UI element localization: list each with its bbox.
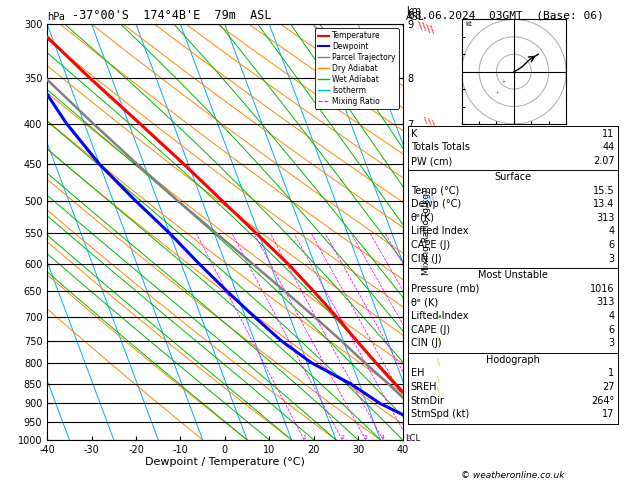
Text: -37°00'S  174°4B'E  79m  ASL: -37°00'S 174°4B'E 79m ASL [72, 9, 272, 22]
Text: Totals Totals: Totals Totals [411, 142, 470, 153]
Text: /: / [436, 387, 443, 396]
Text: 25: 25 [408, 273, 415, 278]
Text: /: / [423, 116, 430, 125]
Text: km: km [406, 5, 421, 16]
Text: CIN (J): CIN (J) [411, 338, 442, 348]
Text: /: / [426, 118, 434, 127]
Text: 15.5: 15.5 [593, 186, 615, 196]
Text: /: / [430, 196, 438, 205]
Text: /: / [423, 193, 430, 202]
Text: 1: 1 [608, 368, 615, 379]
Text: •: • [436, 312, 442, 322]
Text: K: K [411, 129, 417, 139]
Text: 1: 1 [303, 435, 306, 440]
Text: 4: 4 [381, 435, 385, 440]
Text: Lifted Index: Lifted Index [411, 311, 468, 321]
Text: 08.06.2024  03GMT  (Base: 06): 08.06.2024 03GMT (Base: 06) [408, 11, 603, 21]
Text: Mixing Ratio (g/kg): Mixing Ratio (g/kg) [422, 189, 431, 275]
Text: 17: 17 [602, 409, 615, 419]
Text: CIN (J): CIN (J) [411, 254, 442, 264]
Text: 11: 11 [603, 129, 615, 139]
Text: /: / [428, 25, 437, 35]
Text: 8: 8 [408, 404, 412, 410]
Text: 27: 27 [602, 382, 615, 392]
Text: 20: 20 [406, 297, 414, 303]
Text: 2.07: 2.07 [593, 156, 615, 166]
Text: 3: 3 [608, 254, 615, 264]
Text: +: + [501, 79, 506, 85]
Text: 264°: 264° [591, 396, 615, 406]
Text: 3: 3 [608, 338, 615, 348]
Text: /: / [421, 22, 430, 32]
Text: Hodograph: Hodograph [486, 355, 540, 365]
Text: StmDir: StmDir [411, 396, 445, 406]
Text: /: / [430, 119, 438, 128]
Text: Dewp (°C): Dewp (°C) [411, 199, 461, 209]
Text: 313: 313 [596, 213, 615, 223]
Text: CAPE (J): CAPE (J) [411, 325, 450, 335]
Text: /: / [426, 194, 434, 204]
Text: 44: 44 [603, 142, 615, 153]
Text: PW (cm): PW (cm) [411, 156, 452, 166]
Text: ASL: ASL [406, 12, 424, 22]
Text: 6: 6 [608, 240, 615, 250]
Text: /: / [436, 336, 443, 345]
Text: Temp (°C): Temp (°C) [411, 186, 459, 196]
Text: /: / [436, 375, 443, 384]
Text: EH: EH [411, 368, 424, 379]
Text: 6: 6 [406, 435, 410, 440]
Text: LCL: LCL [405, 434, 420, 443]
Text: Pressure (mb): Pressure (mb) [411, 284, 479, 294]
Text: +: + [494, 90, 499, 95]
Text: © weatheronline.co.uk: © weatheronline.co.uk [461, 471, 564, 480]
Text: θᵉ (K): θᵉ (K) [411, 297, 438, 308]
Text: 4: 4 [608, 311, 615, 321]
Text: 3: 3 [364, 435, 368, 440]
Text: 4: 4 [608, 226, 615, 237]
Text: 15: 15 [406, 331, 414, 336]
Text: 2: 2 [340, 435, 344, 440]
Text: 1016: 1016 [590, 284, 615, 294]
Text: CAPE (J): CAPE (J) [411, 240, 450, 250]
Text: θᵉ(K): θᵉ(K) [411, 213, 435, 223]
Text: /: / [425, 23, 433, 34]
Text: 6: 6 [608, 325, 615, 335]
X-axis label: Dewpoint / Temperature (°C): Dewpoint / Temperature (°C) [145, 457, 305, 468]
Legend: Temperature, Dewpoint, Parcel Trajectory, Dry Adiabat, Wet Adiabat, Isotherm, Mi: Temperature, Dewpoint, Parcel Trajectory… [314, 28, 399, 109]
Text: StmSpd (kt): StmSpd (kt) [411, 409, 469, 419]
Text: 13.4: 13.4 [593, 199, 615, 209]
Text: /: / [436, 358, 443, 367]
Text: SREH: SREH [411, 382, 437, 392]
Text: /: / [417, 20, 426, 31]
Text: kt: kt [465, 21, 472, 27]
Text: Lifted Index: Lifted Index [411, 226, 468, 237]
Text: hPa: hPa [47, 12, 65, 22]
Text: 313: 313 [596, 297, 615, 308]
Text: Most Unstable: Most Unstable [477, 270, 548, 280]
Text: Surface: Surface [494, 172, 532, 182]
Text: 10: 10 [407, 381, 415, 386]
